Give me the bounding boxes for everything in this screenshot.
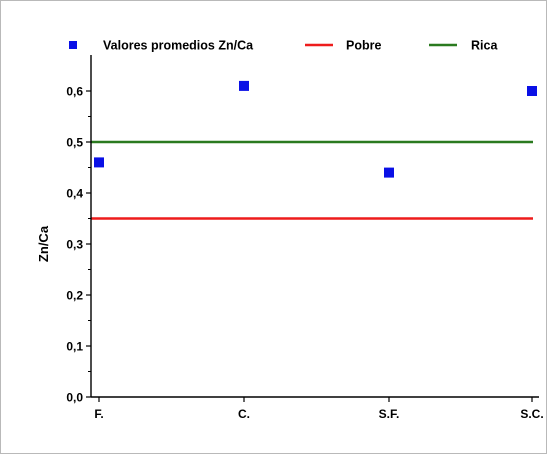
x-tick-label: C. <box>238 407 250 421</box>
legend-label: Valores promedios Zn/Ca <box>103 39 254 53</box>
axes: 0,0 0,1 0,2 0,3 0,4 0,5 0,6 F. C. S.F. S.C. Zn/Ca <box>36 55 544 421</box>
y-ticks: 0,0 0,1 0,2 0,3 0,4 0,5 0,6 <box>66 85 91 405</box>
legend-marker <box>69 41 77 49</box>
legend: Valores promedios Zn/Ca Pobre Rica <box>69 39 498 53</box>
x-tick-label: S.C. <box>520 407 543 421</box>
y-axis-label: Zn/Ca <box>36 225 51 262</box>
data-point <box>94 157 104 168</box>
y-tick-label: 0,3 <box>66 238 83 252</box>
x-tick-label: F. <box>94 407 103 421</box>
y-tick-label: 0,2 <box>66 289 83 303</box>
y-tick-label: 0,1 <box>66 340 83 354</box>
legend-label: Pobre <box>346 39 381 53</box>
data-point <box>239 80 249 91</box>
data-point <box>527 86 537 96</box>
x-tick-label: S.F. <box>379 407 400 421</box>
x-ticks: F. C. S.F. S.C. <box>94 397 544 421</box>
legend-label: Rica <box>471 39 498 53</box>
data-point <box>384 167 394 178</box>
y-tick-label: 0,0 <box>66 391 83 405</box>
y-tick-label: 0,4 <box>66 187 83 201</box>
plot-marks <box>91 80 537 220</box>
y-tick-label: 0,5 <box>66 136 83 150</box>
y-tick-label: 0,6 <box>66 85 83 99</box>
